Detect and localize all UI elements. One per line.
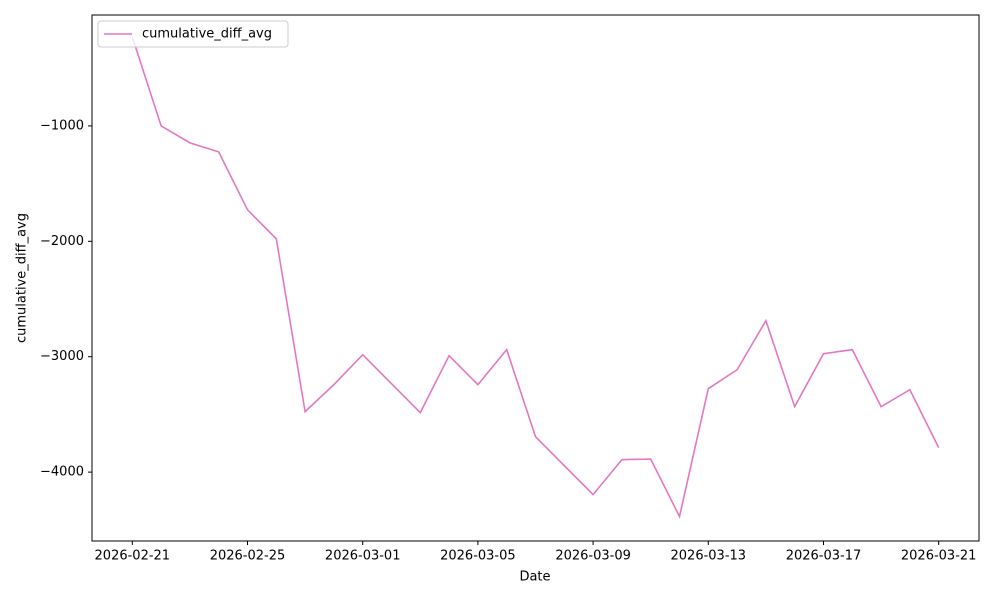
x-tick-label: 2026-03-21 [901, 549, 977, 564]
y-tick-label: −2000 [40, 234, 84, 249]
y-axis-label: cumulative_diff_avg [15, 213, 30, 343]
x-tick-label: 2026-03-01 [325, 549, 401, 564]
x-axis-label: Date [519, 570, 550, 585]
y-tick-label: −1000 [40, 118, 84, 133]
x-tick-label: 2026-03-05 [440, 549, 516, 564]
data-line [131, 36, 940, 519]
x-tick-label: 2026-02-21 [95, 549, 171, 564]
y-tick-label: −3000 [40, 349, 84, 364]
x-tick-label: 2026-03-09 [555, 549, 631, 564]
x-tick-label: 2026-02-25 [210, 549, 286, 564]
y-tick-label: −4000 [40, 465, 84, 480]
x-tick-label: 2026-03-13 [671, 549, 747, 564]
legend-box [97, 20, 289, 48]
x-tick-label: 2026-03-17 [786, 549, 862, 564]
legend-label: cumulative_diff_avg [142, 27, 272, 42]
plot-frame [91, 14, 980, 542]
